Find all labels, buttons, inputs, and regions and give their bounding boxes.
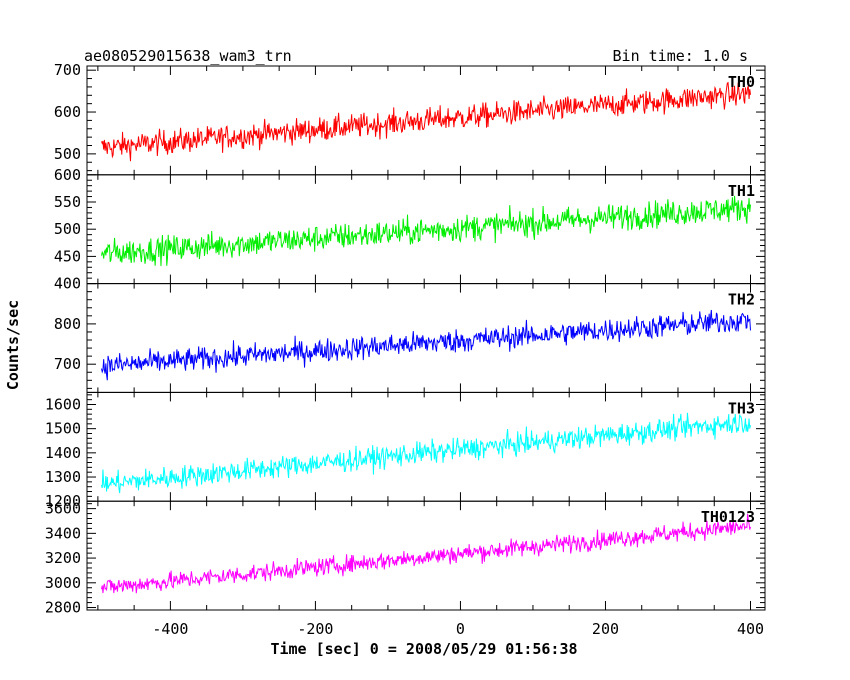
x-tick-label: 200 bbox=[592, 620, 619, 638]
y-tick-label: 1300 bbox=[45, 468, 81, 486]
series-label-th1: TH1 bbox=[728, 182, 755, 200]
panel-frame bbox=[86, 500, 766, 611]
panels-group: 500 600 700 TH0 400 450 500 550 600 TH1 700 800 TH2 1… bbox=[45, 61, 766, 617]
series-line-th3 bbox=[101, 412, 751, 494]
x-axis: -400 -200 0 200 400 bbox=[152, 620, 764, 638]
y-axis-label: Counts/sec bbox=[4, 300, 22, 390]
y-tick-label: 3400 bbox=[45, 524, 81, 542]
y-tick-label: 3600 bbox=[45, 500, 81, 518]
y-tick-label: 700 bbox=[54, 61, 81, 79]
panel-frame bbox=[86, 391, 766, 502]
panel-frame bbox=[86, 65, 766, 176]
y-tick-label: 800 bbox=[54, 315, 81, 333]
panel-th1: 400 450 500 550 600 TH1 bbox=[54, 166, 766, 293]
y-tick-label: 600 bbox=[54, 166, 81, 184]
y-tick-label: 1600 bbox=[45, 395, 81, 413]
series-line-th0 bbox=[101, 80, 751, 162]
y-tick-label: 500 bbox=[54, 145, 81, 163]
x-tick-label: 400 bbox=[737, 620, 764, 638]
series-label-th0: TH0 bbox=[728, 73, 755, 91]
series-line-th0123 bbox=[101, 513, 751, 594]
y-tick-label: 700 bbox=[54, 355, 81, 373]
y-tick-label: 3000 bbox=[45, 574, 81, 592]
y-tick-label: 1500 bbox=[45, 420, 81, 438]
x-tick-label: -400 bbox=[152, 620, 188, 638]
series-label-th3: TH3 bbox=[728, 399, 755, 417]
panel-th0: 500 600 700 TH0 bbox=[54, 61, 766, 176]
y-tick-label: 3200 bbox=[45, 549, 81, 567]
y-tick-label: 400 bbox=[54, 275, 81, 293]
x-tick-label: 0 bbox=[456, 620, 465, 638]
y-tick-label: 500 bbox=[54, 220, 81, 238]
y-tick-label: 600 bbox=[54, 103, 81, 121]
y-tick-label: 2800 bbox=[45, 599, 81, 617]
x-tick-label: -200 bbox=[297, 620, 333, 638]
y-tick-label: 1400 bbox=[45, 444, 81, 462]
series-label-th0123: TH0123 bbox=[701, 508, 755, 526]
panel-th3: 1200 1300 1400 1500 1600 TH3 bbox=[45, 391, 766, 510]
y-tick-label: 450 bbox=[54, 247, 81, 265]
panel-th0123: 2800 3000 3200 3400 3600 TH0123 bbox=[45, 500, 766, 617]
panel-th2: 700 800 TH2 bbox=[54, 283, 766, 393]
series-line-th2 bbox=[101, 309, 751, 381]
series-label-th2: TH2 bbox=[728, 291, 755, 309]
header-left-title: ae080529015638_wam3_trn bbox=[84, 47, 292, 65]
series-line-th1 bbox=[101, 195, 751, 267]
panel-frame bbox=[86, 283, 766, 393]
x-axis-label: Time [sec] 0 = 2008/05/29 01:56:38 bbox=[270, 640, 577, 658]
header-right-title: Bin time: 1.0 s bbox=[613, 47, 748, 65]
y-tick-label: 550 bbox=[54, 193, 81, 211]
y-tick-label: 1200 bbox=[45, 492, 81, 510]
